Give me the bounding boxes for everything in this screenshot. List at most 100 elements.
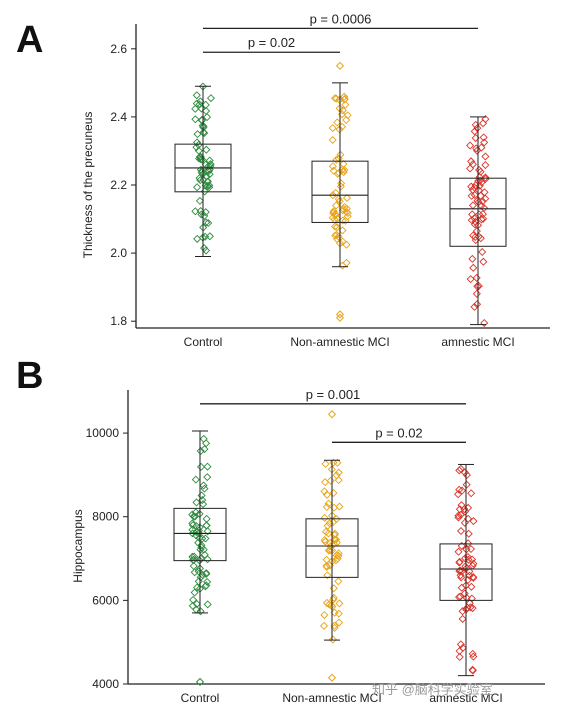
data-point bbox=[191, 115, 200, 124]
data-point bbox=[469, 572, 478, 582]
box-2 bbox=[439, 463, 493, 677]
data-point bbox=[193, 583, 202, 592]
box-0 bbox=[173, 430, 227, 687]
data-point bbox=[203, 462, 212, 471]
comparison-p-value: p = 0.0006 bbox=[310, 11, 372, 26]
data-point bbox=[193, 130, 202, 139]
data-point bbox=[466, 603, 475, 612]
data-point bbox=[191, 207, 200, 216]
data-point bbox=[471, 181, 480, 190]
data-point bbox=[340, 95, 349, 104]
x-category-label: Control bbox=[184, 335, 223, 349]
data-point bbox=[330, 623, 339, 632]
data-point bbox=[190, 588, 199, 597]
y-tick-label: 10000 bbox=[86, 426, 120, 440]
data-point bbox=[473, 282, 482, 291]
data-point bbox=[338, 237, 347, 246]
data-point bbox=[479, 119, 488, 128]
data-point bbox=[332, 471, 341, 480]
data-point bbox=[465, 567, 474, 576]
data-point bbox=[200, 244, 209, 253]
box-iqr bbox=[311, 160, 369, 223]
data-point bbox=[331, 231, 340, 240]
data-point bbox=[197, 116, 206, 125]
data-point bbox=[456, 464, 465, 473]
data-point bbox=[455, 505, 464, 514]
x-category-label: Non-amnestic MCI bbox=[290, 335, 389, 349]
data-point bbox=[334, 549, 343, 558]
x-category-label: Control bbox=[181, 691, 220, 705]
data-point bbox=[205, 181, 214, 190]
data-point bbox=[203, 113, 212, 122]
outlier-point bbox=[335, 313, 345, 322]
data-point bbox=[326, 476, 335, 485]
y-tick-label: 2.0 bbox=[110, 246, 127, 260]
data-point bbox=[466, 544, 476, 554]
data-point bbox=[199, 123, 208, 132]
data-point bbox=[475, 210, 484, 219]
data-point bbox=[473, 221, 482, 230]
data-point bbox=[469, 517, 478, 526]
data-point bbox=[198, 571, 207, 580]
data-point bbox=[200, 445, 209, 454]
data-point bbox=[460, 468, 469, 477]
data-point bbox=[342, 193, 352, 203]
data-point bbox=[204, 218, 213, 228]
data-point bbox=[456, 526, 466, 536]
y-tick-label: 1.8 bbox=[110, 314, 127, 328]
y-tick-label: 2.2 bbox=[110, 178, 127, 192]
data-point bbox=[321, 459, 330, 468]
data-point bbox=[475, 166, 484, 175]
data-point bbox=[191, 104, 200, 113]
data-point bbox=[197, 167, 206, 176]
data-point bbox=[192, 498, 201, 507]
data-point bbox=[477, 143, 486, 152]
data-point bbox=[469, 263, 478, 272]
data-point bbox=[338, 165, 347, 174]
data-point bbox=[199, 481, 208, 490]
data-point bbox=[462, 545, 471, 554]
data-point bbox=[188, 519, 197, 528]
data-point bbox=[458, 607, 467, 616]
data-point bbox=[476, 234, 485, 243]
y-axis-title: Hippocampus bbox=[71, 509, 85, 582]
data-point bbox=[455, 557, 464, 566]
data-point bbox=[331, 210, 340, 219]
data-point bbox=[205, 232, 214, 241]
data-point bbox=[471, 120, 480, 129]
chart-panel-b: 4000 6000 8000 10000 Hippocampus Control Non-a… bbox=[71, 387, 545, 705]
y-tick-label: 2.4 bbox=[110, 110, 127, 124]
data-point bbox=[202, 569, 211, 578]
data-point bbox=[454, 513, 463, 522]
data-point bbox=[340, 165, 349, 174]
data-point bbox=[468, 210, 477, 219]
panel-letter-b: B bbox=[16, 355, 43, 397]
data-point bbox=[199, 545, 208, 554]
data-point bbox=[467, 191, 476, 200]
data-point bbox=[334, 476, 343, 485]
data-point bbox=[467, 489, 476, 498]
data-point bbox=[477, 215, 486, 224]
data-point bbox=[454, 490, 463, 499]
data-point bbox=[328, 511, 337, 520]
data-point bbox=[473, 196, 482, 205]
data-point bbox=[335, 618, 344, 627]
data-point bbox=[332, 223, 341, 232]
data-point bbox=[332, 201, 341, 210]
data-point bbox=[455, 646, 464, 656]
data-point bbox=[198, 121, 207, 130]
data-point bbox=[328, 191, 337, 200]
data-point bbox=[328, 135, 337, 145]
outlier-point bbox=[327, 673, 337, 682]
data-point bbox=[201, 100, 210, 109]
data-point bbox=[480, 203, 489, 213]
data-point bbox=[336, 150, 345, 159]
data-point bbox=[335, 104, 344, 113]
data-point bbox=[334, 577, 343, 586]
data-point bbox=[322, 490, 332, 499]
data-point bbox=[458, 614, 467, 623]
data-point bbox=[460, 507, 470, 516]
y-axis-title: Thickness of the precuneus bbox=[81, 112, 95, 259]
data-point bbox=[196, 176, 205, 185]
data-point bbox=[328, 635, 337, 644]
